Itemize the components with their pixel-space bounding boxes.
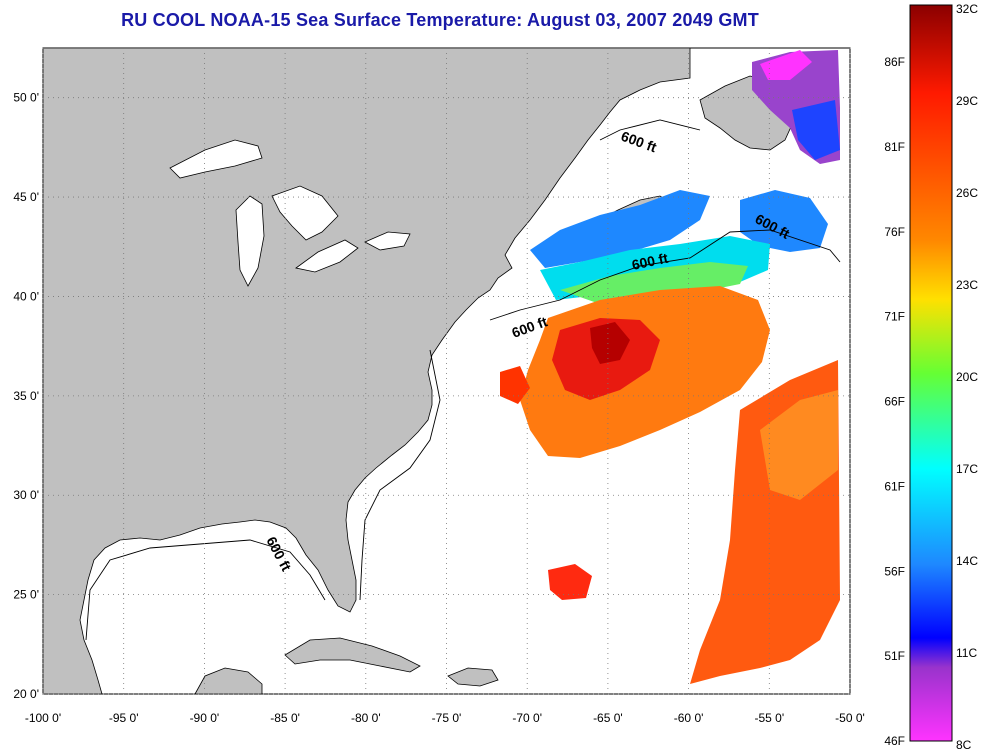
isobath-600ft xyxy=(85,119,841,641)
fahrenheit-label: 56F xyxy=(884,564,905,578)
latitude-tick-label: 45 0' xyxy=(13,190,39,204)
yucatan-land xyxy=(194,667,263,695)
fahrenheit-label: 71F xyxy=(884,310,905,324)
celsius-label: 32C xyxy=(956,2,978,16)
longitude-tick-label: -65 0' xyxy=(593,711,623,725)
longitude-tick-label: -50 0' xyxy=(835,711,865,725)
cuba-land xyxy=(284,637,421,673)
hispaniola-land xyxy=(447,667,499,687)
lake-erie xyxy=(295,239,359,273)
north-america-land xyxy=(42,47,691,695)
fahrenheit-label: 76F xyxy=(884,225,905,239)
isobath-line xyxy=(599,119,701,141)
colorbar-fahrenheit-labels: 86F 81F 76F 71F 66F 61F 56F 51F 46F xyxy=(884,55,905,748)
sst-labrador-blue xyxy=(792,100,840,160)
longitude-tick-label: -60 0' xyxy=(674,711,704,725)
lake-huron xyxy=(271,185,339,241)
sst-field xyxy=(500,50,840,684)
colorbar-celsius-labels: 32C 29C 26C 23C 20C 17C 14C 11C 8C xyxy=(956,2,978,752)
celsius-label: 11C xyxy=(956,646,977,660)
sst-newfoundland-shelf xyxy=(740,190,828,252)
isobath-line xyxy=(489,229,841,321)
contour-label: 600 ft xyxy=(630,250,669,273)
longitude-tick-label: -90 0' xyxy=(190,711,220,725)
sst-shelf-cool-blue xyxy=(530,190,710,268)
longitude-tick-label: -85 0' xyxy=(270,711,300,725)
latitude-tick-label: 35 0' xyxy=(13,389,39,403)
celsius-label: 29C xyxy=(956,94,978,108)
latitude-tick-label: 25 0' xyxy=(13,588,39,602)
sst-east-orange xyxy=(760,390,838,500)
celsius-label: 20C xyxy=(956,370,978,384)
fahrenheit-label: 61F xyxy=(884,479,905,493)
longitude-tick-label: -80 0' xyxy=(351,711,381,725)
lake-michigan xyxy=(235,195,265,287)
fahrenheit-label: 51F xyxy=(884,649,905,663)
lake-superior xyxy=(169,139,263,179)
longitude-tick-label: -95 0' xyxy=(109,711,139,725)
fahrenheit-label: 46F xyxy=(884,734,905,748)
sst-small-patch xyxy=(548,564,592,600)
longitude-labels: -100 0' -95 0' -90 0' -85 0' -80 0' -75 0' -70… xyxy=(25,711,865,725)
celsius-label: 8C xyxy=(956,738,972,752)
lake-ontario xyxy=(364,231,411,251)
latitude-tick-label: 30 0' xyxy=(13,488,39,502)
latitude-tick-label: 20 0' xyxy=(13,687,39,701)
sst-sargasso-scatter xyxy=(500,366,530,404)
celsius-label: 26C xyxy=(956,186,978,200)
fahrenheit-label: 86F xyxy=(884,55,905,69)
colorbar xyxy=(909,4,953,742)
celsius-label: 17C xyxy=(956,462,978,476)
isobath-line xyxy=(85,539,326,641)
sst-labrador-pink xyxy=(760,50,812,80)
celsius-label: 14C xyxy=(956,554,978,568)
latitude-labels: 50 0' 45 0' 40 0' 35 0' 30 0' 25 0' 20 0' xyxy=(13,91,39,701)
latitude-tick-label: 50 0' xyxy=(13,91,39,105)
longitude-tick-label: -100 0' xyxy=(25,711,61,725)
latitude-tick-label: 40 0' xyxy=(13,289,39,303)
fahrenheit-label: 81F xyxy=(884,140,905,154)
fahrenheit-label: 66F xyxy=(884,395,905,409)
sst-shelf-green xyxy=(560,262,748,304)
longitude-tick-label: -55 0' xyxy=(754,711,784,725)
isobath-line xyxy=(359,349,441,601)
map-title: RU COOL NOAA-15 Sea Surface Temperature:… xyxy=(121,10,759,30)
celsius-label: 23C xyxy=(956,278,978,292)
sst-deep-red-core xyxy=(590,322,630,364)
longitude-tick-label: -70 0' xyxy=(512,711,542,725)
longitude-tick-label: -75 0' xyxy=(432,711,462,725)
